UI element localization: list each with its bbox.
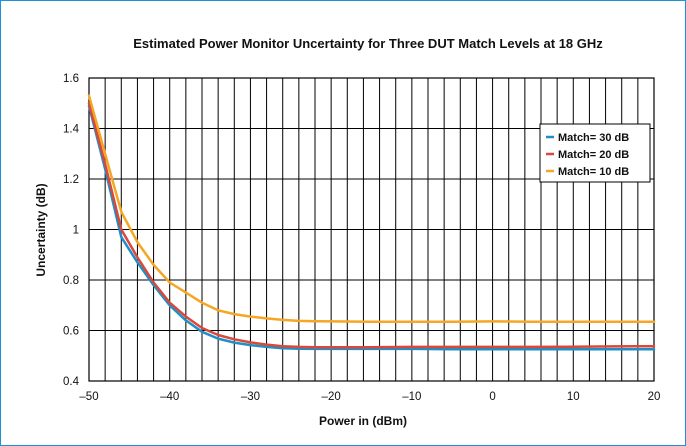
legend-label: Match= 30 dB — [558, 132, 629, 144]
x-tick-label: –30 — [241, 391, 260, 403]
x-tick-label: 20 — [648, 391, 661, 403]
y-axis-label: Uncertainty (dB) — [34, 183, 48, 276]
series-line-3 — [87, 94, 656, 323]
y-tick-label: 1 — [73, 225, 79, 237]
legend-label: Match= 20 dB — [558, 149, 629, 161]
y-tick-label: 0.6 — [63, 326, 79, 338]
axes — [88, 77, 655, 382]
tick-labels: –50 –40 –30 –20 –10 0 10 20 0.4 0.6 0.8 1 1.2 1.4 1.6 — [63, 73, 660, 403]
y-tick-label: 1.6 — [63, 73, 79, 85]
x-tick-label: 10 — [567, 391, 580, 403]
series-line-1 — [87, 104, 656, 351]
y-tick-label: 0.4 — [63, 376, 80, 388]
x-tick-label: –40 — [160, 391, 179, 403]
y-tick-label: 1.2 — [63, 174, 79, 186]
series-lines — [87, 94, 656, 351]
y-tick-label: 0.8 — [63, 275, 79, 287]
chart-title: Estimated Power Monitor Uncertainty for … — [133, 36, 603, 51]
plot-border — [88, 77, 655, 382]
legend-label: Match= 10 dB — [558, 166, 629, 178]
y-tick-label: 1.4 — [63, 124, 80, 136]
x-tick-label: –50 — [79, 391, 98, 403]
x-tick-label: –20 — [322, 391, 341, 403]
legend: Match= 30 dB Match= 20 dB Match= 10 dB — [539, 123, 651, 183]
series-line-2 — [87, 102, 656, 349]
x-tick-label: 0 — [489, 391, 495, 403]
x-axis-label: Power in (dBm) — [319, 414, 407, 428]
legend-box — [539, 123, 651, 183]
grid — [88, 77, 655, 382]
x-tick-label: –10 — [402, 391, 421, 403]
